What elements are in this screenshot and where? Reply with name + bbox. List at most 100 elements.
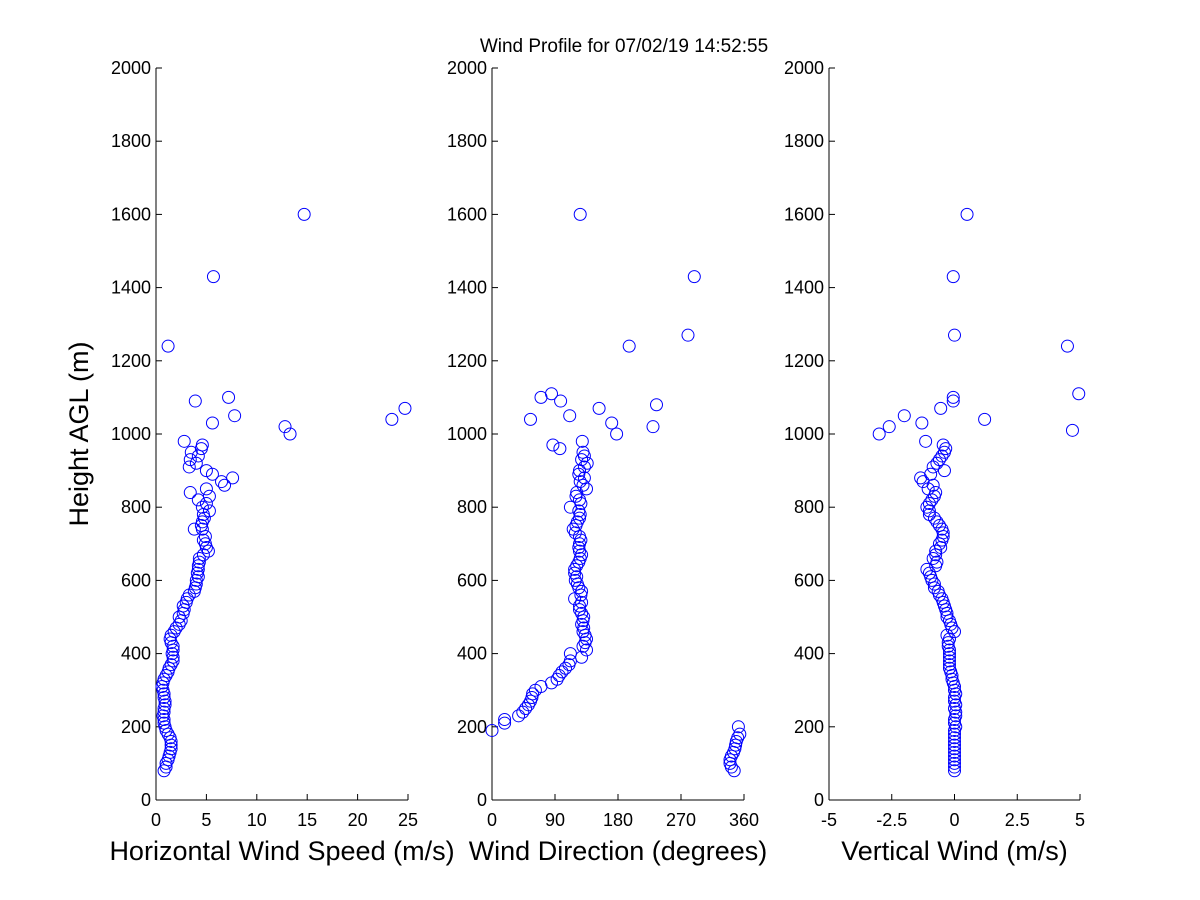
x-tick-label: -5 xyxy=(821,810,837,830)
data-point xyxy=(948,727,961,741)
y-tick-label: 1800 xyxy=(784,131,824,151)
data-point xyxy=(576,639,590,653)
y-tick-label: 1200 xyxy=(784,351,824,371)
data-point xyxy=(948,756,961,770)
data-point xyxy=(192,551,206,565)
y-tick-label: 800 xyxy=(794,497,824,517)
data-point xyxy=(164,742,178,756)
data-point xyxy=(180,592,194,606)
x-tick-label: 10 xyxy=(247,810,267,830)
data-point xyxy=(526,687,540,701)
data-point xyxy=(687,270,701,284)
data-point xyxy=(937,599,951,613)
y-tick-label: 600 xyxy=(794,570,824,590)
data-point xyxy=(944,617,958,631)
data-point xyxy=(563,647,577,661)
data-point xyxy=(681,328,695,342)
data-point xyxy=(196,533,210,547)
data-point xyxy=(948,694,961,708)
y-tick-label: 1200 xyxy=(111,351,151,371)
data-point xyxy=(936,595,950,609)
data-point xyxy=(187,522,201,536)
x-tick-label: 15 xyxy=(297,810,317,830)
data-point xyxy=(926,551,940,565)
y-tick-label: 400 xyxy=(121,644,151,664)
data-point xyxy=(189,577,203,591)
y-tick-label: 400 xyxy=(457,644,487,664)
data-point xyxy=(572,504,586,518)
data-point xyxy=(157,716,171,730)
data-point xyxy=(580,643,593,657)
data-point xyxy=(948,734,961,748)
data-point xyxy=(920,562,934,576)
x-tick-label: 270 xyxy=(666,810,696,830)
data-point xyxy=(1065,423,1079,437)
data-point xyxy=(948,749,961,763)
y-tick-label: 600 xyxy=(121,570,151,590)
data-point xyxy=(498,712,512,726)
y-tick-label: 1000 xyxy=(784,424,824,444)
data-point xyxy=(925,573,939,587)
data-point xyxy=(568,592,582,606)
data-point xyxy=(195,500,209,514)
data-point xyxy=(192,555,206,569)
data-point xyxy=(385,412,399,426)
data-point xyxy=(882,420,896,434)
y-tick-label: 1000 xyxy=(111,424,151,444)
y-tick-label: 1400 xyxy=(784,278,824,298)
data-point xyxy=(157,691,171,705)
data-point xyxy=(724,749,738,763)
data-point xyxy=(188,394,202,408)
data-point xyxy=(946,390,960,404)
data-point xyxy=(519,702,533,715)
data-point xyxy=(942,614,956,628)
data-point xyxy=(163,731,177,745)
data-point xyxy=(575,595,589,609)
data-point xyxy=(184,445,198,459)
y-tick-label: 800 xyxy=(121,497,151,517)
data-point xyxy=(218,478,232,492)
data-point xyxy=(183,486,197,500)
data-point xyxy=(228,409,242,423)
data-point xyxy=(949,709,963,723)
data-point xyxy=(167,625,181,639)
data-point xyxy=(580,482,593,496)
data-point xyxy=(222,390,236,404)
data-point xyxy=(201,544,215,558)
data-point xyxy=(946,394,960,408)
data-point xyxy=(577,610,591,624)
data-point xyxy=(577,621,591,635)
data-point xyxy=(498,716,512,730)
data-point xyxy=(189,573,203,587)
data-point xyxy=(573,603,586,617)
data-point xyxy=(948,742,961,756)
data-point xyxy=(948,716,961,730)
data-point xyxy=(941,639,955,653)
data-point xyxy=(942,661,956,675)
x-tick-label: 90 xyxy=(545,810,565,830)
data-point xyxy=(946,270,960,284)
data-point xyxy=(731,731,745,745)
data-point xyxy=(183,453,197,467)
x-tick-label: 180 xyxy=(603,810,633,830)
data-point xyxy=(948,745,961,759)
data-point xyxy=(568,566,582,580)
x-tick-label: 0 xyxy=(487,810,497,830)
data-point xyxy=(570,515,584,529)
y-tick-label: 0 xyxy=(814,790,824,810)
data-point xyxy=(570,559,584,573)
data-point xyxy=(545,387,558,401)
data-point xyxy=(398,401,412,415)
data-point xyxy=(159,669,173,683)
figure-title: Wind Profile for 07/02/19 14:52:55 xyxy=(480,36,768,57)
data-point xyxy=(592,401,606,415)
data-point xyxy=(948,764,961,778)
data-point xyxy=(552,669,566,683)
data-point xyxy=(195,515,209,529)
data-point xyxy=(948,738,961,752)
data-point xyxy=(555,665,569,679)
data-point xyxy=(926,460,940,474)
data-point xyxy=(948,731,961,745)
data-point xyxy=(575,606,589,620)
data-point xyxy=(930,555,944,569)
